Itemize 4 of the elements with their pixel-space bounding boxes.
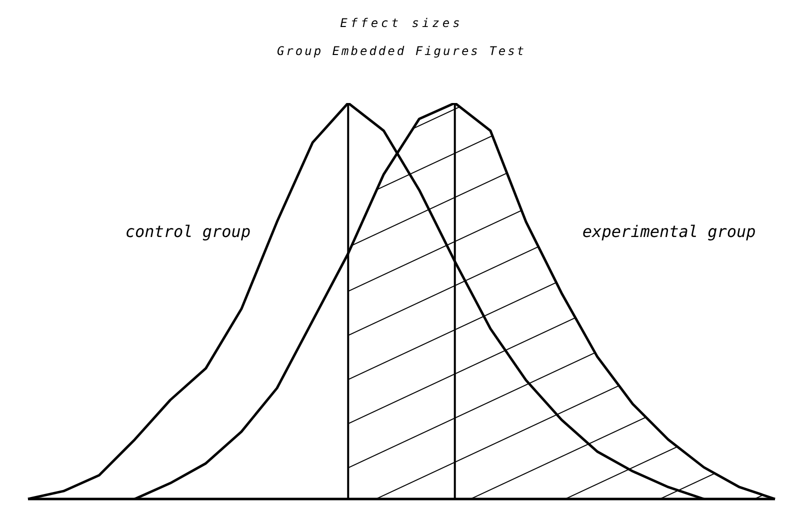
chart-subtitle: Group Embedded Figures Test bbox=[276, 44, 528, 58]
chart-title: Effect sizes bbox=[339, 16, 464, 30]
series-label: control group bbox=[125, 222, 251, 242]
text: experimental group bbox=[582, 222, 756, 242]
